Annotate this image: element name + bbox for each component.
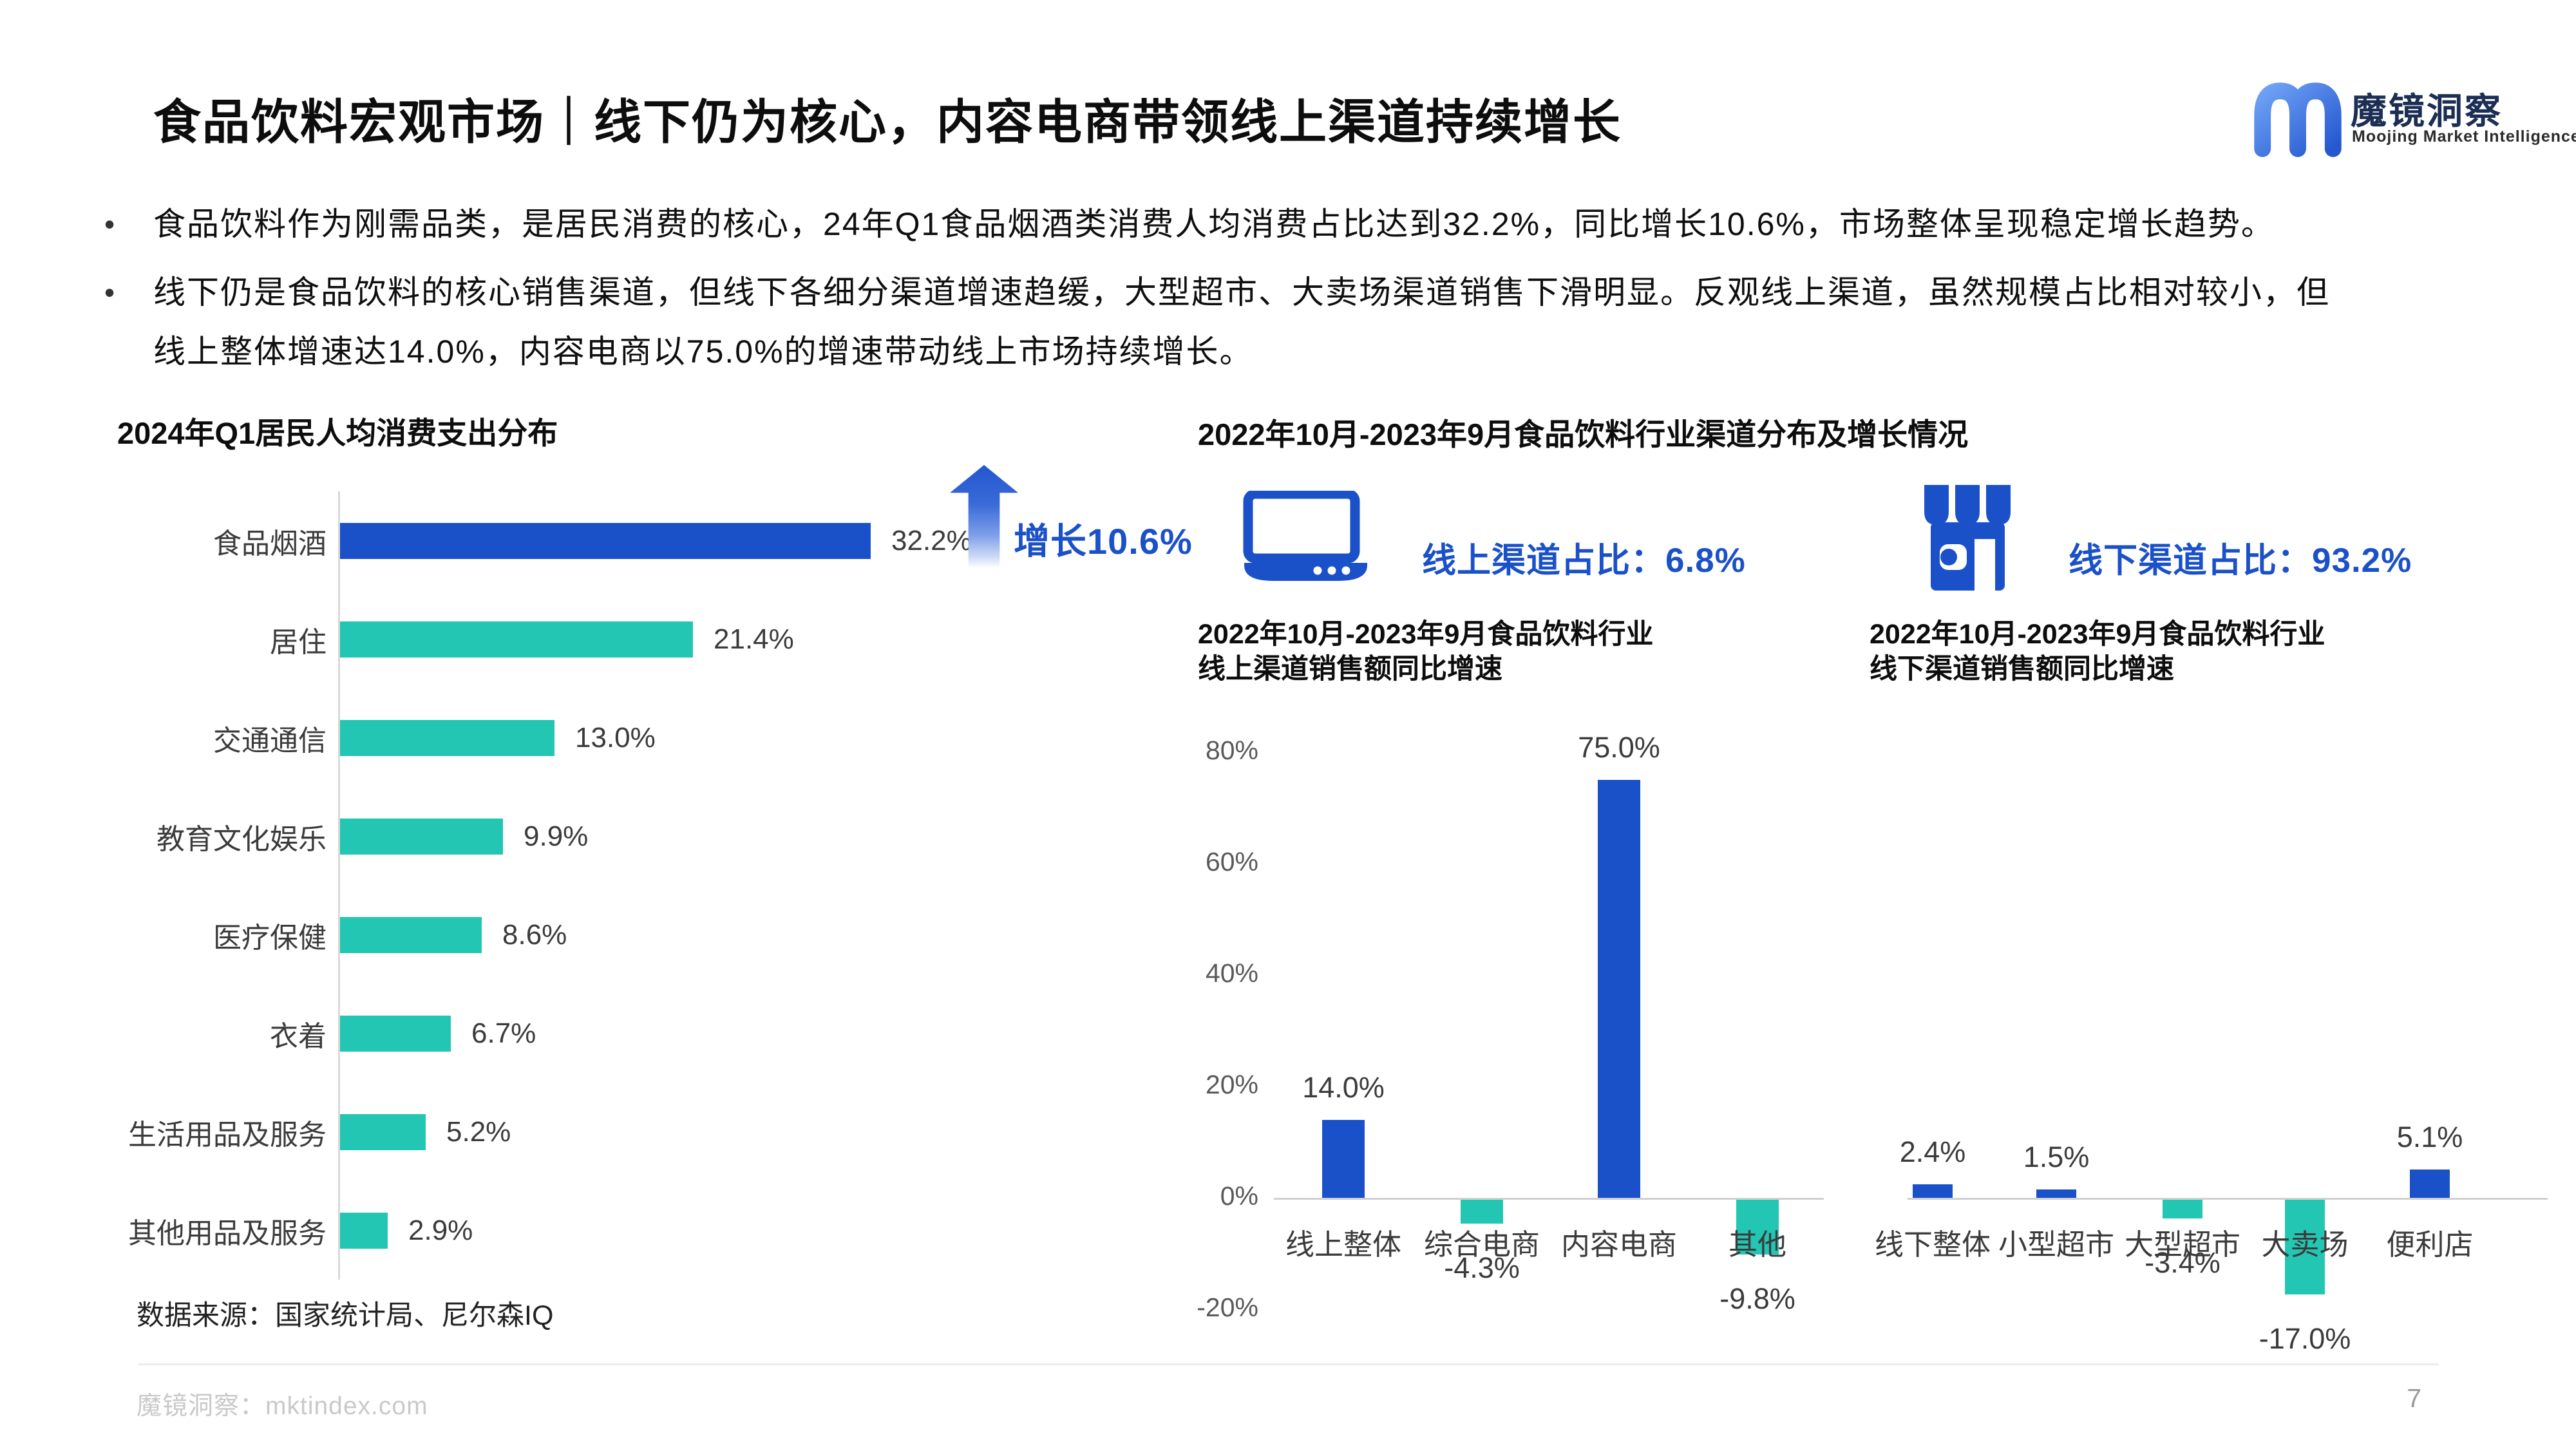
offline-growth-category-label: 大卖场 [2261, 1228, 2349, 1261]
laptop-icon [1243, 489, 1368, 585]
online-growth-category-label: 综合电商 [1423, 1228, 1540, 1261]
spend-bar [340, 621, 693, 658]
bullet-list: • 食品饮料作为刚需品类，是居民消费的核心，24年Q1食品烟酒类消费人均消费占比达… [104, 194, 2500, 390]
spend-bar-row: 教育文化娱乐 9.9% [119, 787, 972, 886]
data-source-note: 数据来源：国家统计局、尼尔森IQ [137, 1300, 554, 1331]
offline-growth-value-label: 1.5% [2023, 1141, 2090, 1173]
offline-growth-category-label: 大型超市 [2124, 1228, 2240, 1261]
spend-category-label: 食品烟酒 [213, 527, 327, 560]
offline-growth-bar [2285, 1200, 2325, 1294]
spend-value-label: 2.9% [408, 1214, 473, 1246]
spend-value-label: 32.2% [891, 524, 972, 556]
spend-bar [340, 719, 554, 756]
spend-bar [340, 1113, 426, 1150]
channel-section-header: 2022年10月-2023年9月食品饮料行业渠道分布及增长情况 [1198, 417, 1969, 451]
spend-category-label: 教育文化娱乐 [156, 823, 327, 855]
offline-growth-x-axis [1908, 1198, 2548, 1200]
offline-growth-bar [2036, 1189, 2076, 1198]
logo-m-icon [2253, 71, 2343, 161]
store-icon [1918, 482, 2018, 596]
spend-category-label: 生活用品及服务 [128, 1119, 327, 1151]
page-number: 7 [2407, 1383, 2421, 1413]
offline-growth-category-label: 小型超市 [1998, 1228, 2114, 1261]
offline-growth-category-label: 便利店 [2386, 1228, 2474, 1261]
spend-bar [340, 916, 482, 953]
online-growth-value-label: -4.3% [1444, 1251, 1520, 1284]
spend-bar-row: 医疗保健 8.6% [119, 886, 972, 984]
online-growth-bar [1736, 1200, 1779, 1255]
spend-bar-row: 生活用品及服务 5.2% [119, 1083, 972, 1181]
bullet-item: • 食品饮料作为刚需品类，是居民消费的核心，24年Q1食品烟酒类消费人均消费占比达… [104, 194, 2500, 254]
online-growth-category-label: 其他 [1728, 1228, 1786, 1261]
bullet-dot: • [104, 207, 115, 241]
online-growth-category-label: 内容电商 [1560, 1228, 1677, 1261]
spend-distribution-chart: 食品烟酒 32.2% 居住 21.4% 交通通信 13.0% 教育文化娱乐 9.9% 医疗保健 8… [119, 491, 972, 1280]
spend-bar-row: 食品烟酒 32.2% [119, 491, 972, 590]
online-growth-bar [1598, 780, 1640, 1198]
page-title: 食品饮料宏观市场｜线下仍为核心，内容电商带领线上渠道持续增长 [153, 95, 1622, 149]
footer-site-text: 魔镜洞察：mktindex.com [137, 1392, 428, 1420]
offline-chart-title: 2022年10月-2023年9月食品饮料行业 线下渠道销售额同比增速 [1870, 619, 2325, 685]
brand-subtitle: Moojing Market Intelligence [2352, 128, 2576, 146]
offline-growth-category-label: 线下整体 [1874, 1228, 1991, 1261]
growth-annotation: 增长10.6% [1014, 521, 1193, 562]
spend-bar [340, 1015, 451, 1052]
online-growth-value-label: 75.0% [1578, 731, 1660, 764]
left-chart-title: 2024年Q1居民人均消费支出分布 [117, 416, 558, 450]
online-growth-y-tick: 0% [1220, 1181, 1258, 1211]
spend-category-label: 交通通信 [213, 724, 327, 757]
bullet-item: • 线下仍是食品饮料的核心销售渠道，但线下各细分渠道增速趋缓，大型超市、大卖场渠道… [104, 263, 2500, 381]
online-growth-bar [1322, 1120, 1365, 1198]
online-growth-x-axis [1274, 1198, 1824, 1200]
offline-share-label: 线下渠道占比：93.2% [2069, 542, 2412, 580]
online-growth-bar [1461, 1200, 1503, 1224]
online-growth-category-label: 线上整体 [1285, 1228, 1401, 1261]
bullet-text: 线下仍是食品饮料的核心销售渠道，但线下各细分渠道增速趋缓，大型超市、大卖场渠道销… [153, 274, 2330, 370]
spend-value-label: 5.2% [446, 1115, 511, 1148]
spend-category-label: 医疗保健 [213, 922, 327, 954]
bullet-text: 食品饮料作为刚需品类，是居民消费的核心，24年Q1食品烟酒类消费人均消费占比达到… [153, 206, 2275, 242]
online-growth-y-tick: 20% [1205, 1070, 1258, 1099]
spend-value-label: 6.7% [471, 1017, 536, 1049]
spend-value-label: 13.0% [575, 721, 656, 753]
spend-category-label: 其他用品及服务 [128, 1217, 327, 1249]
spend-value-label: 8.6% [502, 918, 567, 951]
spend-value-label: 21.4% [714, 623, 794, 655]
brand-name: 魔镜洞察 [2351, 91, 2503, 131]
offline-growth-value-label: -17.0% [2259, 1322, 2351, 1355]
footer-divider [138, 1363, 2439, 1365]
online-share-label: 线上渠道占比：6.8% [1422, 542, 1746, 580]
spend-category-label: 居住 [270, 626, 327, 658]
offline-growth-value-label: -3.4% [2145, 1246, 2221, 1279]
bullet-dot: • [104, 276, 115, 309]
spend-bar-row: 交通通信 13.0% [119, 688, 972, 787]
offline-growth-bar [2163, 1200, 2202, 1218]
online-growth-y-tick: 60% [1205, 847, 1258, 876]
spend-bar [340, 818, 503, 855]
online-growth-y-tick: -20% [1197, 1293, 1258, 1322]
spend-category-label: 衣着 [270, 1020, 327, 1052]
offline-growth-bar [1913, 1184, 1953, 1198]
online-chart-title: 2022年10月-2023年9月食品饮料行业 线上渠道销售额同比增速 [1198, 619, 1654, 685]
spend-bar-row: 其他用品及服务 2.9% [119, 1181, 972, 1280]
spend-value-label: 9.9% [524, 820, 589, 852]
online-growth-value-label: -9.8% [1719, 1282, 1795, 1315]
online-growth-value-label: 14.0% [1302, 1071, 1385, 1104]
spend-bar-row: 居住 21.4% [119, 590, 972, 688]
offline-growth-bar [2410, 1170, 2450, 1198]
offline-growth-value-label: 5.1% [2396, 1121, 2463, 1153]
offline-growth-value-label: 2.4% [1899, 1135, 1966, 1168]
spend-bar [340, 1212, 388, 1249]
spend-bar-row: 衣着 6.7% [119, 984, 972, 1083]
online-growth-y-tick: 80% [1205, 735, 1258, 765]
online-growth-y-tick: 40% [1205, 958, 1258, 988]
spend-bar [340, 522, 871, 559]
